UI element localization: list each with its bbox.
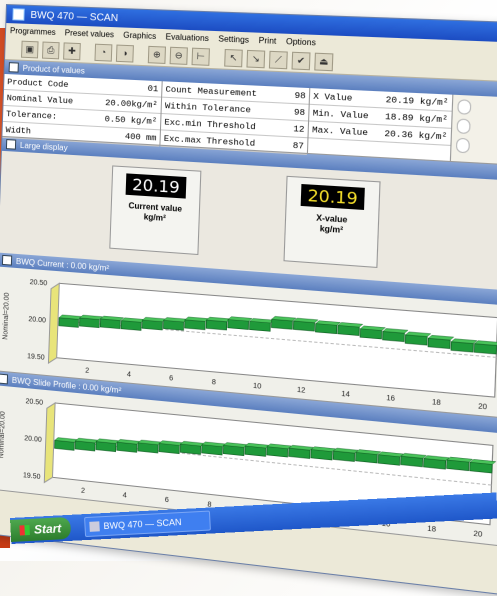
y-tick-label: 20.00 xyxy=(24,435,42,444)
values-right-column: X Value 20.19 kg/m² Min. Value 18.89 kg/m²… xyxy=(308,88,453,161)
menu-print[interactable]: Print xyxy=(259,35,277,45)
x-tick-label: 12 xyxy=(297,387,306,395)
value-text: 12 xyxy=(293,123,304,134)
graph-icon[interactable]: ◑ xyxy=(116,44,134,62)
x-tick-label: 4 xyxy=(123,492,127,500)
x-value-caption: X-value xyxy=(316,213,347,224)
folder-icon[interactable]: ✚ xyxy=(63,42,81,60)
start-label: Start xyxy=(34,521,62,536)
value-label: Product Code xyxy=(7,77,69,90)
value-text: 18.89 kg/m² xyxy=(385,111,448,125)
x-tick-label: 18 xyxy=(427,525,436,533)
x-tick-label: 6 xyxy=(165,497,169,505)
menu-options[interactable]: Options xyxy=(286,36,316,47)
radio-option[interactable] xyxy=(456,138,470,154)
app-task-icon xyxy=(89,521,100,532)
menu-preset-values[interactable]: Preset values xyxy=(65,28,115,39)
x-value-unit: kg/m² xyxy=(320,224,344,235)
pointer-icon[interactable]: ↘ xyxy=(246,49,265,67)
menu-evaluations[interactable]: Evaluations xyxy=(165,32,209,43)
windows-flag-icon xyxy=(20,525,31,536)
menu-settings[interactable]: Settings xyxy=(218,34,249,45)
x-value-display: 20.19 X-value kg/m² xyxy=(283,176,380,268)
y-tick-label: 20.50 xyxy=(30,279,48,287)
print-icon[interactable]: ⎙ xyxy=(42,41,60,59)
value-text: 01 xyxy=(148,83,159,94)
value-text: 20.19 kg/m² xyxy=(385,94,448,108)
menu-graphics[interactable]: Graphics xyxy=(123,30,156,40)
value-label: Max. Value xyxy=(312,124,368,137)
value-label: X Value xyxy=(313,91,352,103)
open-icon[interactable]: ◔ xyxy=(94,43,112,61)
value-label: Width xyxy=(5,125,31,136)
exit-icon[interactable]: ⏏ xyxy=(314,52,333,71)
x-tick-label: 18 xyxy=(432,399,441,407)
ruler-icon[interactable]: ⊢ xyxy=(192,47,210,65)
window-title: BWQ 470 — SCAN xyxy=(30,9,118,23)
values-left-column: Product Code 01 Nominal Value 20.00kg/m² T… xyxy=(2,74,162,145)
x-tick-label: 6 xyxy=(169,375,173,383)
current-value-readout: 20.19 xyxy=(126,173,187,198)
current-value-display: 20.19 Current value kg/m² xyxy=(109,165,201,255)
current-value-caption: Current value xyxy=(128,201,182,214)
value-label: Min. Value xyxy=(313,108,369,121)
radio-option[interactable] xyxy=(457,99,471,115)
y-tick-label: 19.50 xyxy=(27,353,45,362)
y-tick-label: 20.50 xyxy=(25,398,43,407)
y-tick-label: 20.00 xyxy=(28,316,46,325)
option-radios xyxy=(451,95,497,165)
panel-icon xyxy=(2,255,12,266)
value-text: 87 xyxy=(293,140,304,151)
value-label: Count Measurement xyxy=(165,84,257,99)
app-icon xyxy=(12,8,24,20)
value-text: 98 xyxy=(294,107,305,118)
x-tick-label: 2 xyxy=(85,367,89,374)
panel-icon xyxy=(6,139,16,150)
value-label: Exc.max Threshold xyxy=(164,133,256,148)
zoom-in-icon[interactable]: ⊕ xyxy=(148,45,166,63)
values-mid-column: Count Measurement 98 Within Tolerance 98 E… xyxy=(160,81,310,153)
save-icon[interactable]: ▣ xyxy=(21,40,39,58)
check-icon[interactable]: ✔ xyxy=(291,51,310,70)
menu-programmes[interactable]: Programmes xyxy=(10,26,56,37)
value-label: Nominal Value xyxy=(7,93,74,106)
large-display-title: Large display xyxy=(20,140,68,152)
value-text: 20.00kg/m² xyxy=(105,97,158,110)
taskbar-app-label: BWQ 470 — SCAN xyxy=(103,517,181,531)
current-value-label: Current value kg/m² xyxy=(128,201,182,225)
values-panel-title: Product of values xyxy=(23,63,85,75)
value-label: Tolerance: xyxy=(6,109,57,122)
value-label: Within Tolerance xyxy=(165,100,251,115)
value-text: 0.50 kg/m² xyxy=(104,114,157,127)
y-axis-label: Nominal=20.00 xyxy=(0,411,7,459)
x-tick-label: 20 xyxy=(473,530,482,539)
zoom-out-icon[interactable]: ⊖ xyxy=(170,46,188,64)
x-tick-label: 2 xyxy=(81,487,85,495)
current-value-unit: kg/m² xyxy=(144,212,166,223)
value-label: Exc.min Threshold xyxy=(164,117,256,132)
radio-option[interactable] xyxy=(457,118,471,134)
value-text: 20.36 kg/m² xyxy=(384,128,447,142)
x-tick-label: 14 xyxy=(341,391,350,399)
panel-icon xyxy=(0,373,8,384)
start-button[interactable]: Start xyxy=(10,517,71,542)
x-tick-label: 20 xyxy=(478,403,487,411)
y-tick-label: 19.50 xyxy=(23,472,41,481)
x-tick-label: 16 xyxy=(386,395,395,403)
x-tick-label: 8 xyxy=(212,379,216,387)
x-tick-label: 10 xyxy=(253,383,262,391)
taskbar-app-button[interactable]: BWQ 470 — SCAN xyxy=(84,511,211,538)
measure-icon[interactable]: ⟋ xyxy=(269,50,288,68)
value-text: 400 mm xyxy=(125,131,157,143)
panel-icon xyxy=(9,62,19,72)
x-tick-label: 4 xyxy=(127,371,131,379)
value-text: 98 xyxy=(294,90,305,101)
x-value-label: X-value kg/m² xyxy=(316,213,348,236)
x-value-readout: 20.19 xyxy=(301,184,365,210)
y-axis-label: Nominal=20.00 xyxy=(2,292,11,340)
cursor-icon[interactable]: ↖ xyxy=(224,48,243,66)
